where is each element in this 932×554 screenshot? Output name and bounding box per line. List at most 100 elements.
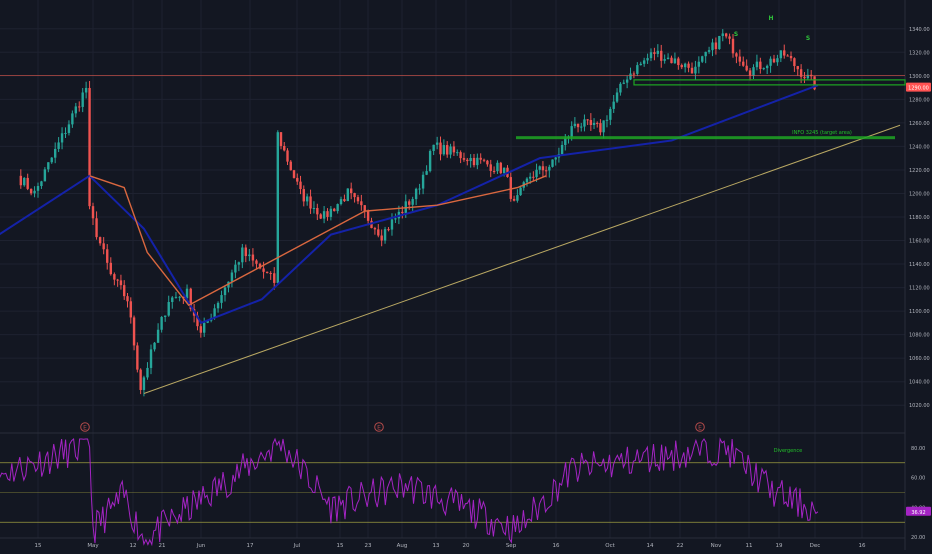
candle-body: [322, 211, 326, 219]
candle-body: [309, 196, 312, 209]
candle-body: [570, 126, 573, 137]
candle-body: [663, 59, 666, 61]
earnings-marker: [80, 422, 90, 432]
candle-body: [289, 161, 292, 171]
candle-body: [244, 247, 247, 257]
y-tick-label: 1300.00: [909, 74, 930, 80]
candle-body: [683, 63, 687, 68]
ma-line-1: [0, 84, 819, 324]
candle-body: [704, 51, 707, 57]
target-band: [516, 136, 895, 140]
candle-body: [762, 68, 765, 70]
y-tick-label: 1240.00: [909, 144, 930, 150]
candle-body: [728, 36, 731, 39]
candle-body: [625, 79, 629, 83]
candle-body: [690, 67, 694, 74]
candle-body: [653, 52, 656, 54]
candle-body: [714, 42, 718, 50]
candle-body: [163, 315, 167, 317]
candle-body: [707, 50, 711, 52]
y-tick-label: 1180.00: [909, 215, 930, 221]
candle-body: [694, 66, 697, 74]
candle-body: [496, 162, 499, 172]
x-tick-label: 19: [776, 543, 783, 549]
candle-body: [748, 70, 752, 76]
candle-body: [432, 144, 435, 151]
candle-body: [336, 204, 339, 212]
candle-body: [64, 132, 67, 134]
candle-body: [248, 254, 251, 257]
y-tick-label: 1040.00: [909, 380, 930, 386]
candle-body: [519, 187, 522, 196]
candle-body: [489, 164, 492, 171]
candle-body: [223, 287, 227, 296]
pattern-label: H: [768, 15, 773, 22]
candle-body: [116, 279, 119, 281]
y-tick-label: 1280.00: [909, 97, 930, 103]
candle-body: [199, 326, 203, 333]
x-tick-label: Jun: [196, 543, 206, 549]
x-tick-label: Nov: [711, 543, 722, 549]
x-tick-label: Aug: [397, 543, 408, 549]
candle-body: [265, 271, 269, 273]
earnings-marker: [374, 422, 384, 432]
candle-body: [512, 198, 516, 201]
candle-body: [596, 122, 599, 124]
candle-body: [43, 169, 47, 182]
rsi-last-tag: [906, 506, 931, 516]
candle-body: [697, 61, 701, 67]
candle-body: [377, 229, 380, 236]
candle-body: [612, 101, 615, 109]
candle-body: [479, 157, 482, 160]
trendline: [143, 124, 901, 394]
candle-body: [153, 342, 156, 350]
candle-body: [123, 285, 126, 297]
candle-body: [573, 123, 577, 127]
candle-body: [81, 92, 84, 107]
candle-body: [142, 377, 146, 390]
candle-body: [687, 63, 690, 68]
candle-body: [149, 349, 153, 368]
candle-body: [452, 146, 456, 153]
candle-body: [139, 369, 142, 390]
candle-body: [759, 61, 762, 69]
candle-body: [394, 218, 397, 220]
candle-body: [276, 132, 279, 283]
x-tick-label: Dec: [810, 543, 821, 549]
x-tick-label: 20: [463, 543, 470, 549]
candle-body: [185, 288, 189, 299]
y-tick-label: 1320.00: [909, 50, 930, 56]
earnings-marker-label: E: [377, 424, 381, 431]
candle-body: [516, 195, 519, 201]
y-tick-label: 1220.00: [909, 168, 930, 174]
candle-body: [752, 67, 755, 76]
candle-body: [789, 56, 793, 59]
x-tick-label: Oct: [605, 543, 615, 549]
candle-body: [425, 171, 428, 175]
candle-body: [554, 157, 557, 160]
candle-body: [302, 189, 305, 202]
candle-body: [98, 237, 102, 244]
candle-body: [132, 317, 136, 346]
candle-body: [57, 142, 60, 149]
candle-body: [78, 106, 81, 108]
candle-body: [576, 123, 580, 128]
candle-body: [299, 181, 302, 190]
candle-body: [476, 157, 479, 166]
y-tick-label: 1340.00: [909, 27, 930, 33]
candle-body: [632, 73, 636, 75]
candle-body: [742, 61, 745, 66]
grid: [0, 0, 906, 550]
candle-body: [449, 146, 452, 155]
candle-body: [786, 55, 789, 57]
candle-body: [360, 201, 363, 206]
earnings-marker: [695, 422, 705, 432]
candle-body: [813, 76, 816, 90]
candle-body: [156, 329, 160, 343]
candle-body: [91, 206, 95, 219]
candle-body: [241, 247, 244, 263]
candle-body: [580, 126, 583, 128]
candle-body: [286, 150, 289, 162]
